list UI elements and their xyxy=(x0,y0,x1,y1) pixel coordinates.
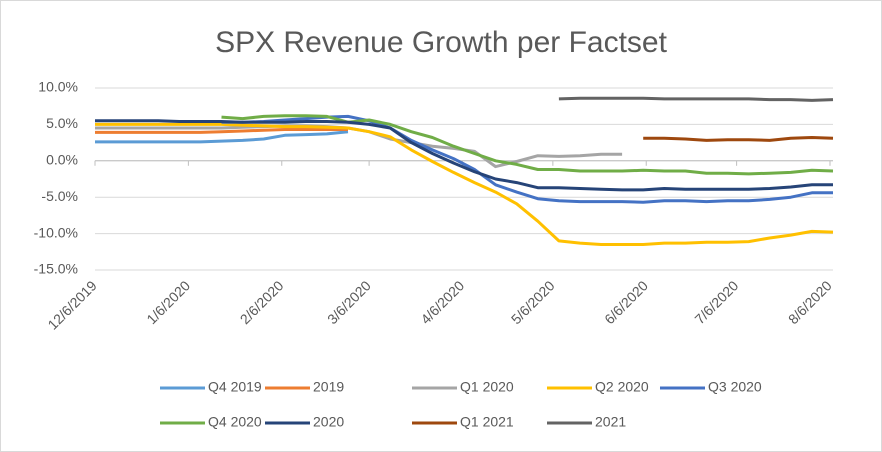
legend-label: 2021 xyxy=(595,414,626,430)
chart-title: SPX Revenue Growth per Factset xyxy=(215,26,668,59)
series-line xyxy=(95,119,833,192)
series-line xyxy=(95,130,349,144)
legend-label: 2019 xyxy=(313,379,344,395)
series-line xyxy=(558,96,834,102)
legend-label: Q2 2020 xyxy=(595,379,649,395)
y-tick-label: 5.0% xyxy=(46,115,78,131)
legend-label: Q3 2020 xyxy=(708,379,762,395)
series-line xyxy=(95,122,834,246)
y-tick-label: 0.0% xyxy=(46,152,78,168)
y-tick-label: -10.0% xyxy=(34,224,78,240)
y-tick-label: -15.0% xyxy=(34,261,78,277)
series-line xyxy=(643,136,834,142)
legend-label: 2020 xyxy=(313,414,344,430)
legend-label: Q1 2021 xyxy=(460,414,514,430)
series-line xyxy=(221,114,834,176)
y-tick-label: 10.0% xyxy=(38,79,78,95)
legend-label: Q1 2020 xyxy=(460,379,514,395)
legend-label: Q4 2019 xyxy=(208,379,262,395)
y-tick-label: -5.0% xyxy=(41,188,78,204)
legend-label: Q4 2020 xyxy=(208,414,262,430)
series-line xyxy=(95,128,348,134)
